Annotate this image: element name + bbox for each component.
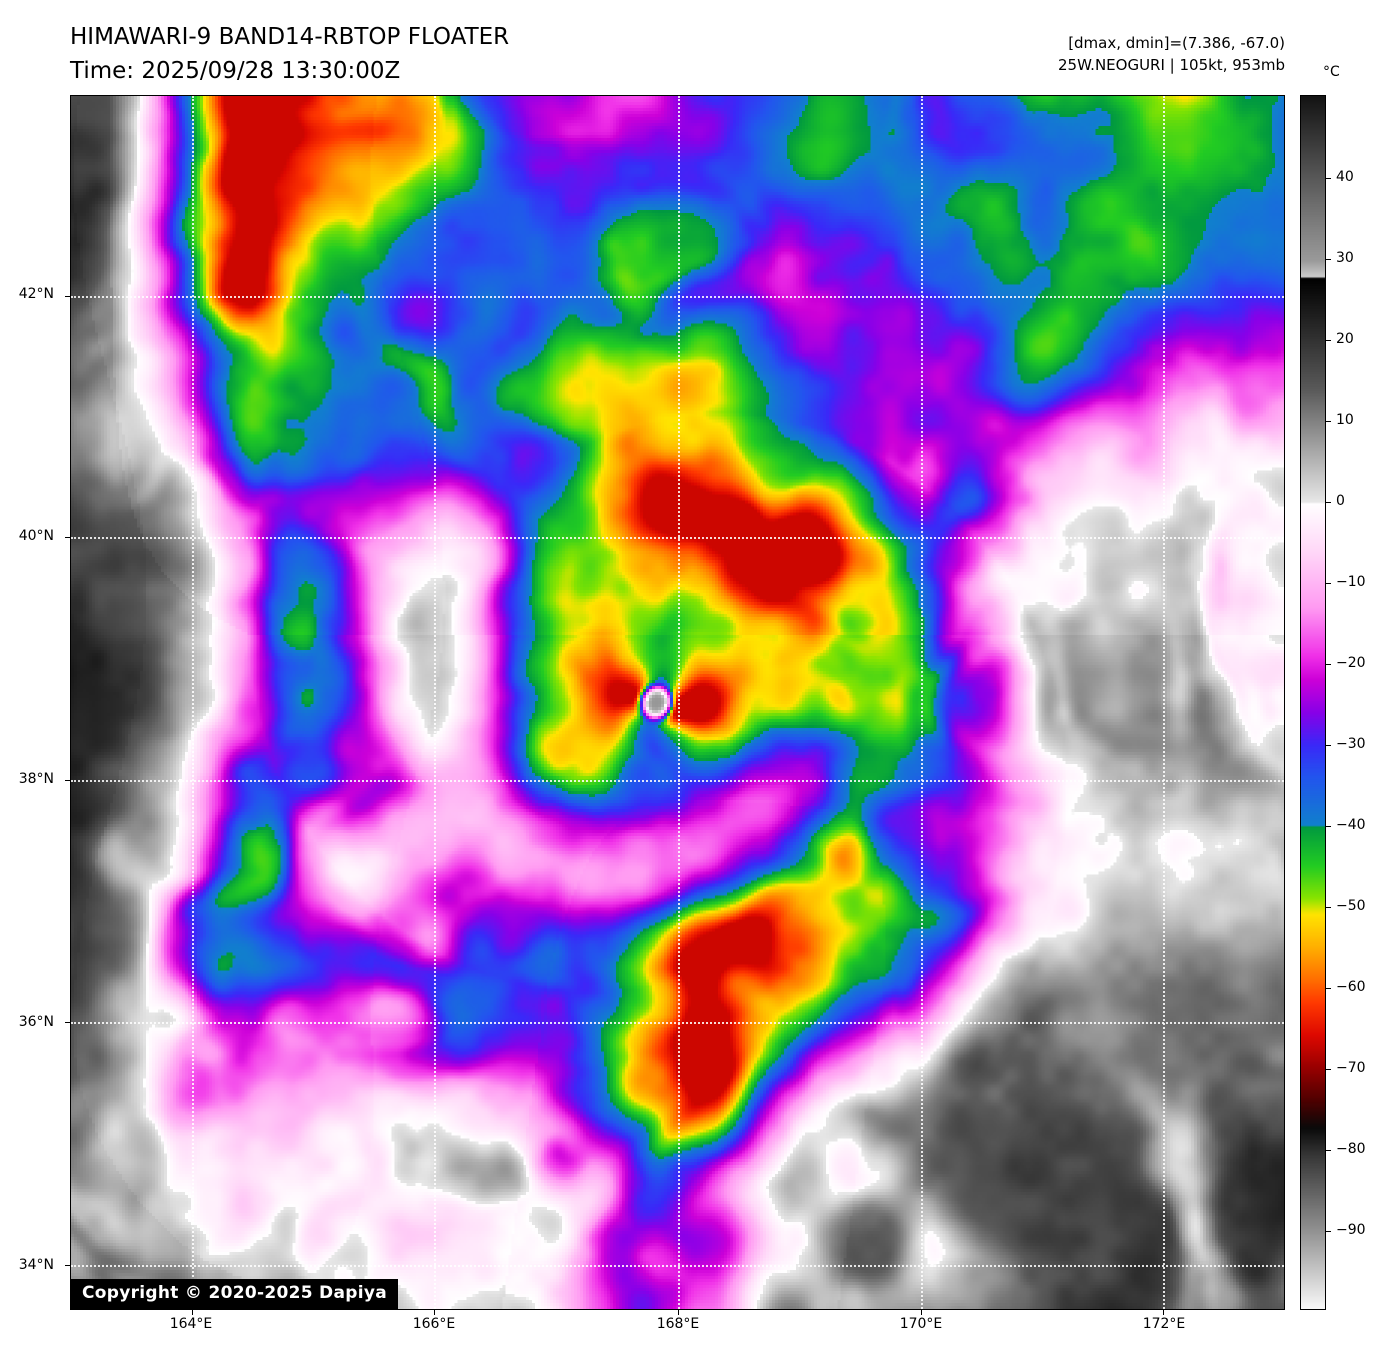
lat-tick-mark	[65, 1022, 71, 1024]
colorbar-ticks: 40 30 20 10 0 −10 −20 −30 −40 −50 −60 −70 −80 −90	[1326, 95, 1386, 1310]
lat-tick-mark	[65, 295, 71, 297]
lon-tick-mark	[1163, 1309, 1165, 1315]
colorbar	[1300, 95, 1326, 1310]
colorbar-tick-label: −10	[1336, 574, 1366, 591]
colorbar-tick-label: 40	[1336, 169, 1354, 186]
colorbar-tick-mark	[1326, 825, 1331, 827]
gridline-longitude	[920, 96, 923, 1309]
gridline-longitude	[434, 96, 437, 1309]
colorbar-tick-mark	[1326, 340, 1331, 342]
lon-tick-label: 168°E	[656, 1316, 700, 1332]
gridline-latitude	[71, 1265, 1284, 1268]
page-title: HIMAWARI-9 BAND14-RBTOP FLOATER	[70, 24, 510, 50]
colorbar-tick-label: −40	[1336, 816, 1366, 833]
lon-tick-mark	[677, 1309, 679, 1315]
satellite-canvas	[71, 96, 1284, 1309]
lon-axis: 164°E 166°E 168°E 170°E 172°E	[70, 1316, 1285, 1340]
lon-tick-label: 164°E	[169, 1316, 213, 1332]
lon-tick-label: 166°E	[412, 1316, 456, 1332]
colorbar-tick-label: −20	[1336, 655, 1366, 672]
gridline-latitude	[71, 537, 1284, 540]
timestamp-label: Time: 2025/09/28 13:30:00Z	[70, 58, 401, 84]
colorbar-tick-label: −70	[1336, 1059, 1366, 1076]
colorbar-unit-label: °C	[1323, 64, 1340, 80]
lat-tick-label: 34°N	[18, 1257, 54, 1274]
lat-tick-label: 38°N	[18, 771, 54, 788]
lon-tick-mark	[191, 1309, 193, 1315]
gridline-latitude	[71, 295, 1284, 298]
gridline-longitude	[1163, 96, 1166, 1309]
data-range-label: [dmax, dmin]=(7.386, -67.0)	[1068, 34, 1285, 52]
colorbar-tick-mark	[1326, 744, 1331, 746]
lat-tick-mark	[65, 1265, 71, 1267]
lon-tick-mark	[920, 1309, 922, 1315]
gridline-longitude	[677, 96, 680, 1309]
info-block: [dmax, dmin]=(7.386, -67.0) 25W.NEOGURI …	[1058, 32, 1285, 76]
lat-axis: 42°N 40°N 38°N 36°N 34°N	[0, 95, 62, 1310]
map-area: Copyright © 2020-2025 Dapiya	[65, 95, 1285, 1315]
colorbar-canvas	[1301, 96, 1325, 1309]
colorbar-tick-mark	[1326, 987, 1331, 989]
colorbar-tick-label: 20	[1336, 331, 1354, 348]
colorbar-tick-mark	[1326, 421, 1331, 423]
colorbar-tick-label: −80	[1336, 1140, 1366, 1157]
colorbar-tick-label: 30	[1336, 250, 1354, 267]
colorbar-tick-label: −60	[1336, 978, 1366, 995]
colorbar-tick-mark	[1326, 259, 1331, 261]
lon-tick-label: 172°E	[1142, 1316, 1186, 1332]
colorbar-tick-mark	[1326, 664, 1331, 666]
lat-tick-label: 40°N	[18, 528, 54, 545]
title-block: HIMAWARI-9 BAND14-RBTOP FLOATER Time: 20…	[70, 20, 509, 88]
lon-tick-label: 170°E	[899, 1316, 943, 1332]
colorbar-tick-label: −50	[1336, 897, 1366, 914]
colorbar-tick-label: −90	[1336, 1221, 1366, 1238]
gridline-latitude	[71, 779, 1284, 782]
colorbar-tick-label: −30	[1336, 735, 1366, 752]
lat-tick-label: 36°N	[18, 1014, 54, 1031]
colorbar-tick-mark	[1326, 1230, 1331, 1232]
lon-tick-mark	[434, 1309, 436, 1315]
gridline-latitude	[71, 1022, 1284, 1025]
colorbar-tick-mark	[1326, 1149, 1331, 1151]
gridline-longitude	[191, 96, 194, 1309]
lat-tick-mark	[65, 779, 71, 781]
grid-overlay	[65, 96, 1284, 1315]
colorbar-tick-mark	[1326, 502, 1331, 504]
colorbar-tick-label: 0	[1336, 493, 1345, 510]
colorbar-tick-mark	[1326, 1068, 1331, 1070]
colorbar-tick-mark	[1326, 583, 1331, 585]
copyright-badge: Copyright © 2020-2025 Dapiya	[71, 1279, 398, 1309]
lat-tick-mark	[65, 537, 71, 539]
colorbar-tick-mark	[1326, 906, 1331, 908]
lat-tick-label: 42°N	[18, 285, 54, 302]
colorbar-tick-label: 10	[1336, 412, 1354, 429]
storm-info-label: 25W.NEOGURI | 105kt, 953mb	[1057, 56, 1285, 74]
colorbar-tick-mark	[1326, 178, 1331, 180]
